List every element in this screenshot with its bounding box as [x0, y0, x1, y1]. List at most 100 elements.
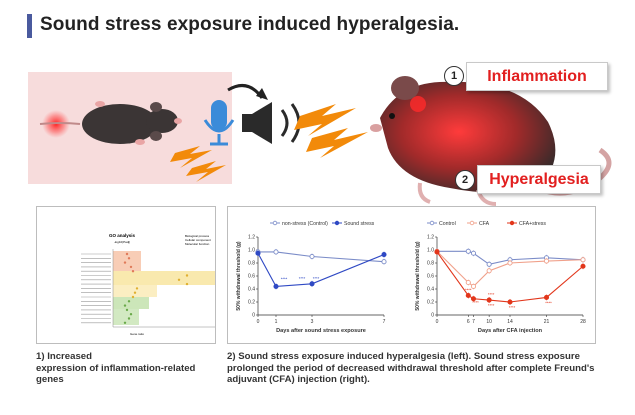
data-point: [543, 258, 550, 264]
data-point: [273, 249, 279, 255]
legend-entry: CFA+stress: [519, 221, 546, 227]
go-term-marker: [133, 291, 137, 294]
go-term-marker: [131, 270, 135, 273]
y-tick-label: 1.0: [248, 248, 255, 254]
lightning-icon: [170, 146, 226, 182]
x-tick-label: 10: [486, 319, 492, 325]
data-point: [507, 260, 513, 266]
go-analysis-figure: GO analysis Biological process Cellular …: [81, 233, 217, 336]
go-term-marker: [123, 321, 127, 324]
go-term-marker: [129, 265, 133, 269]
data-point: [381, 259, 387, 265]
y-tick-label: 0.4: [427, 287, 434, 293]
x-axis-label: Days after CFA injection: [478, 328, 543, 334]
caption-left: 1) Increased expression of inflammation-…: [36, 351, 216, 386]
data-point: [470, 296, 477, 302]
y-tick-label: 1.2: [427, 235, 434, 241]
callout-number-2: 2: [455, 170, 475, 190]
speaker-icon: [242, 102, 301, 144]
go-term-marker: [135, 287, 139, 290]
go-term-marker: [185, 274, 189, 277]
go-term-marker: [127, 317, 131, 320]
x-axis-label: Days after sound stress exposure: [276, 328, 366, 334]
x-tick-label: 28: [580, 319, 586, 325]
x-tick-label: 0: [436, 319, 439, 325]
data-point: [381, 252, 387, 258]
go-term-marker: [129, 313, 133, 316]
page-title: Sound stress exposure induced hyperalges…: [40, 14, 460, 35]
go-term-marker: [125, 308, 129, 312]
legend-marker: [429, 220, 435, 226]
y-tick-label: 0.8: [248, 261, 255, 267]
go-analysis-panel: GO analysis Biological process Cellular …: [36, 206, 217, 344]
go-term-marker: [123, 304, 127, 307]
title-accent-bar: [27, 14, 32, 38]
microphone-icon: [203, 100, 235, 146]
go-term-markers: [123, 252, 189, 324]
data-point: [486, 297, 492, 303]
data-point: [465, 248, 471, 254]
series-line: [258, 251, 385, 263]
data-point: [543, 294, 550, 300]
chart-cfa: Control CFA CFA+stress 0 0.2 0.4 0.6 0.8 1.0 1.2 0…: [415, 220, 586, 334]
chart-sound-stress: non-stress (Control) Sound stress 0 0.2 0.4 0…: [236, 220, 387, 334]
data-point: [273, 283, 279, 289]
y-tick-label: 0.8: [427, 261, 434, 267]
significance-label: ****: [299, 276, 306, 281]
data-point: [255, 250, 261, 256]
inflammation-callout: Inflammation: [466, 62, 608, 91]
go-bottom-label: Gene ratio: [130, 332, 144, 336]
legend-entry: Control: [439, 221, 456, 227]
caption-right-line-3: adjuvant (CFA) injection (right).: [227, 374, 370, 385]
y-tick-label: 0.6: [427, 274, 434, 280]
go-panel-title: GO analysis: [109, 233, 136, 238]
legend-marker: [334, 220, 340, 226]
significance-label: ****: [313, 276, 320, 281]
curved-arrow-icon: [227, 84, 268, 100]
caption-right-line-1: 2) Sound stress exposure induced hyperal…: [227, 351, 580, 362]
lightning-icon: [294, 104, 368, 158]
legend-entry: CFA: [479, 221, 490, 227]
caption-right: 2) Sound stress exposure induced hyperal…: [227, 351, 607, 386]
data-point: [465, 292, 471, 299]
x-tick-label: 14: [507, 319, 513, 325]
significance-label: ****: [472, 300, 479, 305]
go-legend-mf: Molecular function: [185, 242, 210, 246]
legend-entry: non-stress (Control): [282, 221, 328, 227]
data-point: [486, 268, 492, 274]
legend-marker: [272, 220, 278, 226]
significance-label: ****: [465, 288, 472, 293]
x-tick-label: 6: [467, 319, 470, 325]
go-term-marker: [185, 282, 189, 286]
data-point: [580, 257, 586, 263]
caption-right-line-2: prolonged the period of decreased withdr…: [227, 362, 595, 374]
significance-label: ****: [281, 276, 288, 281]
significance-label: ****: [488, 303, 495, 308]
data-point: [507, 299, 513, 305]
go-term-marker: [125, 252, 129, 256]
x-tick-label: 1: [275, 319, 278, 325]
go-term-marker: [127, 300, 131, 303]
y-axis-label: 50% withdrawal threshold (g): [236, 241, 242, 311]
legend-marker: [509, 220, 515, 226]
data-point: [434, 249, 440, 255]
legend-marker: [469, 220, 475, 226]
go-term-labels: [81, 253, 111, 324]
y-tick-label: 1.2: [248, 235, 255, 241]
x-tick-label: 7: [383, 319, 386, 325]
x-tick-label: 3: [311, 319, 314, 325]
go-axis-label: -log10(Padj): [114, 240, 130, 244]
significance-label: ****: [509, 305, 516, 310]
go-term-marker: [127, 257, 131, 260]
significance-label: ****: [545, 300, 552, 305]
x-tick-label: 21: [544, 319, 550, 325]
go-legend-cc: Cellular component: [185, 238, 211, 242]
caption-left-line-2: expression of inflammation-related: [36, 362, 196, 374]
small-mouse-figure: [39, 101, 182, 145]
y-tick-label: 1.0: [427, 248, 434, 254]
y-tick-label: 0.4: [248, 287, 255, 293]
x-tick-label: 7: [472, 319, 475, 325]
caption-left-line-1: 1) Increased: [36, 351, 92, 362]
y-tick-label: 0: [252, 313, 255, 319]
legend-entry: Sound stress: [344, 221, 375, 227]
